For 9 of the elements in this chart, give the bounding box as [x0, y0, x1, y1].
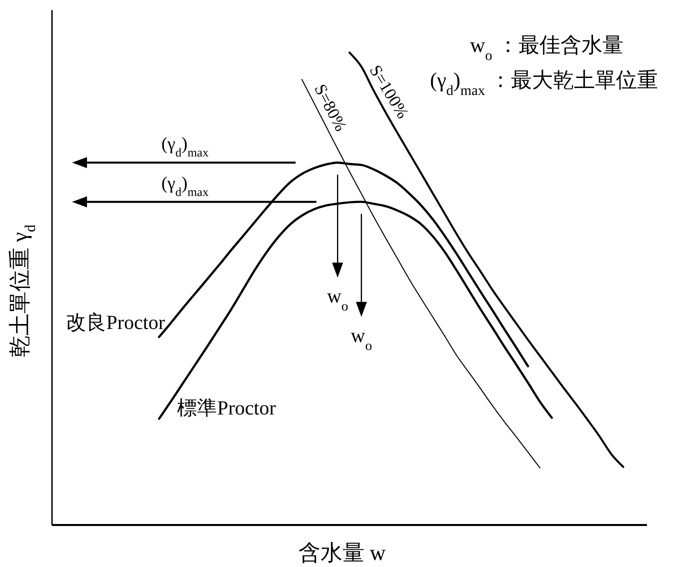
annotation: (γ$_{d}$)$_{max}$	[161, 172, 209, 199]
x-axis-title: 含水量 w	[298, 540, 386, 565]
series-label: 改良Proctor	[66, 312, 166, 334]
annotation: w$_{o}$ ：最佳含水量	[470, 33, 624, 64]
annotation: (γ$_{d}$)$_{max}$ ：最大乾土單位重	[430, 68, 658, 99]
series-label: 標準Proctor	[177, 398, 276, 420]
annotation: w$_{o}$	[326, 286, 348, 314]
annotation: w$_{o}$	[350, 324, 372, 352]
annotation: (γ$_{d}$)$_{max}$	[161, 134, 209, 160]
